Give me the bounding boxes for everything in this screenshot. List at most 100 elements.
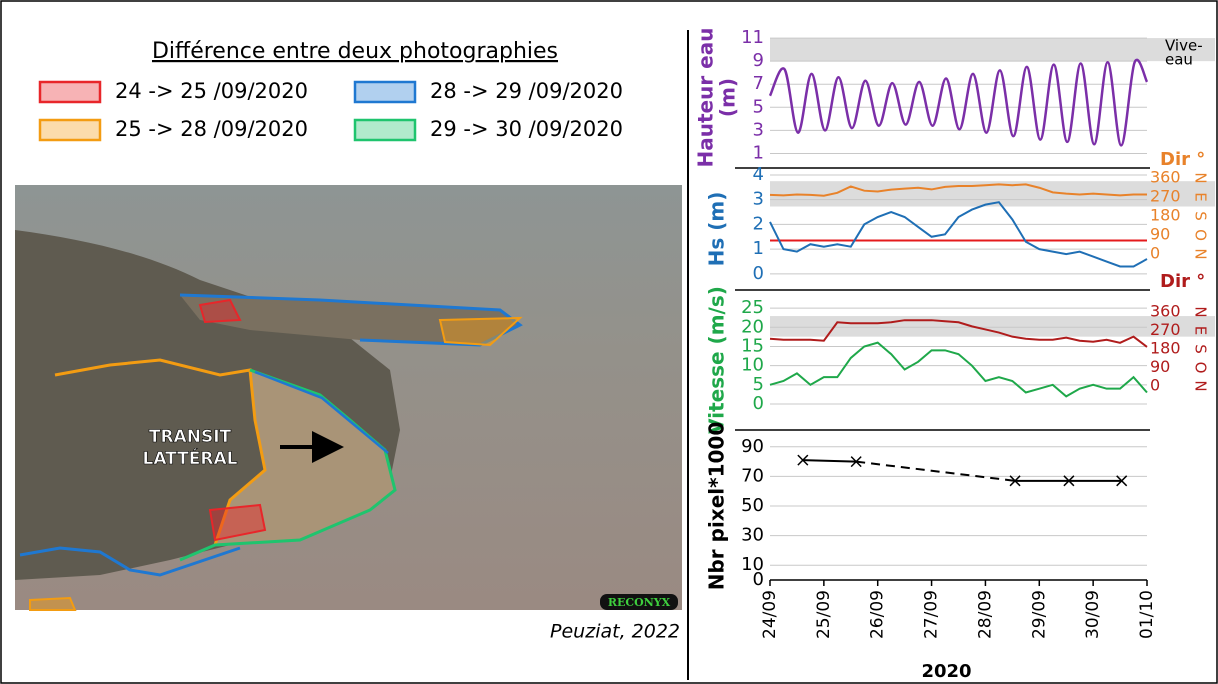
y-tick-label: 90	[741, 436, 764, 457]
y-tick-label: 1	[753, 238, 764, 259]
marker	[1116, 475, 1128, 487]
y2-tick-label: 360	[1150, 301, 1181, 320]
y-tick-label: 10	[741, 355, 764, 376]
outline	[438, 316, 523, 347]
x-axis-title: 2020	[921, 661, 971, 682]
legend-swatch	[353, 80, 417, 104]
band-label: eau	[1165, 51, 1193, 69]
legend-label: 25 -> 28 /09/2020	[115, 117, 308, 141]
x-tick-label: 01/10	[1137, 590, 1157, 639]
y-tick-label: 20	[741, 316, 764, 337]
y-tick-label: 25	[741, 297, 764, 318]
logo: RECONYX	[608, 596, 671, 609]
photo-annotation: TRANSIT	[149, 427, 232, 447]
outline	[208, 503, 267, 542]
x-tick-label: 25/09	[814, 590, 834, 639]
legend-swatch	[38, 80, 102, 104]
y2-tick-label: 90	[1150, 357, 1170, 376]
outline	[29, 596, 77, 611]
y2-axis-title: Dir °	[1160, 271, 1205, 292]
sand-area	[215, 370, 395, 545]
x-tick-label: 30/09	[1083, 590, 1103, 639]
y2-tick-label: 0	[1150, 244, 1160, 263]
band-label: Vive-	[1165, 37, 1203, 55]
credit: Peuziat, 2022	[550, 621, 680, 643]
data-line	[769, 319, 1148, 348]
y-tick-label: 5	[753, 96, 764, 117]
y2-tick-label: 180	[1150, 206, 1181, 225]
logo-background	[600, 594, 678, 610]
photo-annotation: LATTÉRAL	[143, 447, 238, 469]
direction-letter: E	[1192, 326, 1210, 335]
y-tick-label: 9	[753, 50, 764, 71]
y-tick-label: 70	[741, 465, 764, 486]
y2-axis-title: Dir °	[1160, 149, 1205, 170]
y-tick-label: 0	[753, 263, 764, 284]
y2-tick-label: 180	[1150, 338, 1181, 357]
data-line	[769, 183, 1147, 197]
y-tick-label: 30	[741, 525, 764, 546]
y-axis-title: Nbr pixel*1000	[705, 422, 729, 591]
y-tick-label: 2	[753, 213, 764, 234]
photo: TRANSIT LATTÉRAL RECONYX	[15, 185, 682, 611]
band	[770, 38, 1215, 62]
band	[770, 316, 1215, 337]
y-tick-label: 15	[741, 335, 764, 356]
outline	[198, 298, 242, 324]
y-axis-title: Hauteur eau	[694, 28, 718, 168]
legend-label: 29 -> 30 /09/2020	[430, 117, 623, 141]
y-tick-label: 3	[753, 189, 764, 210]
y-axis-title: (m)	[716, 78, 740, 117]
y2-tick-label: 270	[1150, 187, 1181, 206]
data-line	[768, 58, 1149, 147]
y-axis-title: Vitesse (m/s)	[705, 286, 729, 434]
direction-letter: N	[1192, 306, 1210, 317]
outline	[254, 370, 389, 454]
y-tick-label: 4	[753, 164, 764, 185]
x-tick-label: 26/09	[868, 590, 888, 639]
y-tick-label: 5	[753, 374, 764, 395]
legend-swatch	[353, 118, 417, 142]
direction-letter: S	[1192, 211, 1210, 221]
direction-letter: E	[1192, 192, 1210, 201]
legend: 24 -> 25 /09/2020 28 -> 29 /09/2020 25 -> …	[38, 79, 623, 142]
y-tick-label: 11	[741, 27, 764, 48]
y-axis-title: Hs (m)	[705, 192, 729, 267]
data-line	[769, 201, 1148, 268]
line-segment	[802, 459, 857, 463]
x-tick-label: 28/09	[975, 590, 995, 639]
y-tick-label: 0	[753, 569, 764, 590]
data-line	[769, 341, 1148, 398]
y2-tick-label: 90	[1150, 225, 1170, 244]
direction-letter: S	[1192, 344, 1210, 354]
marker	[797, 454, 809, 466]
x-tick-label: 24/09	[760, 590, 780, 639]
legend-label: 28 -> 29 /09/2020	[430, 79, 623, 103]
y2-tick-label: 270	[1150, 320, 1181, 339]
legend-swatch	[38, 118, 102, 142]
direction-letter: N	[1192, 172, 1210, 183]
y-tick-label: 7	[753, 73, 764, 94]
y-tick-label: 0	[753, 393, 764, 414]
direction-letter: O	[1192, 229, 1210, 241]
y2-tick-label: 360	[1150, 168, 1181, 187]
y-tick-label: 50	[741, 495, 764, 516]
line-segment	[856, 460, 1016, 482]
x-tick-label: 27/09	[922, 590, 942, 639]
outline	[19, 546, 241, 577]
y-tick-label: 10	[741, 554, 764, 575]
direction-letter: N	[1192, 248, 1210, 259]
legend-title: Différence entre deux photographies	[152, 39, 558, 64]
legend-label: 24 -> 25 /09/2020	[115, 79, 308, 103]
marker	[1063, 475, 1075, 487]
y-tick-label: 3	[753, 119, 764, 140]
marker	[1009, 475, 1021, 487]
direction-letter: O	[1192, 362, 1210, 374]
marker	[850, 456, 862, 468]
x-tick-label: 29/09	[1029, 590, 1049, 639]
y-tick-label: 1	[753, 142, 764, 163]
y2-tick-label: 0	[1150, 376, 1160, 395]
direction-letter: N	[1192, 380, 1210, 391]
